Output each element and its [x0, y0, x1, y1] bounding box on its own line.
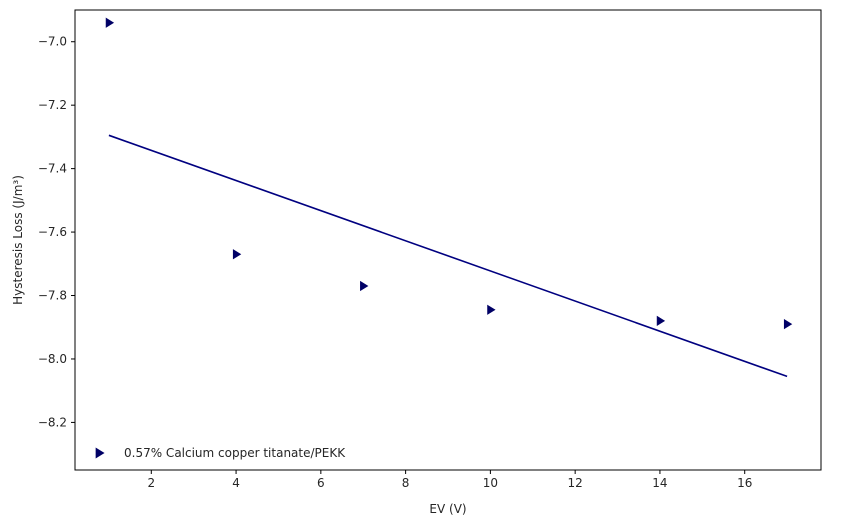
legend: 0.57% Calcium copper titanate/PEKK — [95, 446, 346, 460]
x-axis: 2 4 6 8 10 12 14 16 — [147, 470, 752, 490]
y-tick-label: −7.0 — [38, 35, 67, 49]
y-tick-label: −8.2 — [38, 415, 67, 429]
x-axis-label: EV (V) — [429, 502, 466, 516]
trendline — [108, 134, 788, 378]
plot-area — [105, 17, 793, 378]
x-tick-label: 6 — [317, 476, 325, 490]
legend-label: 0.57% Calcium copper titanate/PEKK — [124, 446, 346, 460]
y-tick-label: −7.8 — [38, 289, 67, 303]
x-tick-label: 14 — [652, 476, 667, 490]
axes-frame — [74, 9, 822, 471]
data-point — [360, 280, 369, 292]
y-tick-label: −7.6 — [38, 225, 67, 239]
x-tick-label: 4 — [232, 476, 240, 490]
x-tick-label: 8 — [402, 476, 410, 490]
data-point — [232, 249, 242, 260]
data-point — [783, 318, 793, 330]
y-tick-label: −7.2 — [38, 98, 67, 112]
y-axis-label: Hysteresis Loss (J/m³) — [11, 175, 25, 305]
x-tick-label: 2 — [147, 476, 155, 490]
y-axis: −8.2 −8.0 −7.8 −7.6 −7.4 −7.2 −7.0 — [38, 35, 75, 429]
x-tick-label: 10 — [483, 476, 498, 490]
x-tick-label: 16 — [737, 476, 752, 490]
legend-marker — [95, 447, 105, 459]
y-tick-label: −7.4 — [38, 162, 67, 176]
y-tick-label: −8.0 — [38, 352, 67, 366]
data-point — [105, 17, 115, 28]
data-point — [656, 315, 666, 327]
x-tick-label: 12 — [568, 476, 583, 490]
data-point — [487, 304, 496, 315]
